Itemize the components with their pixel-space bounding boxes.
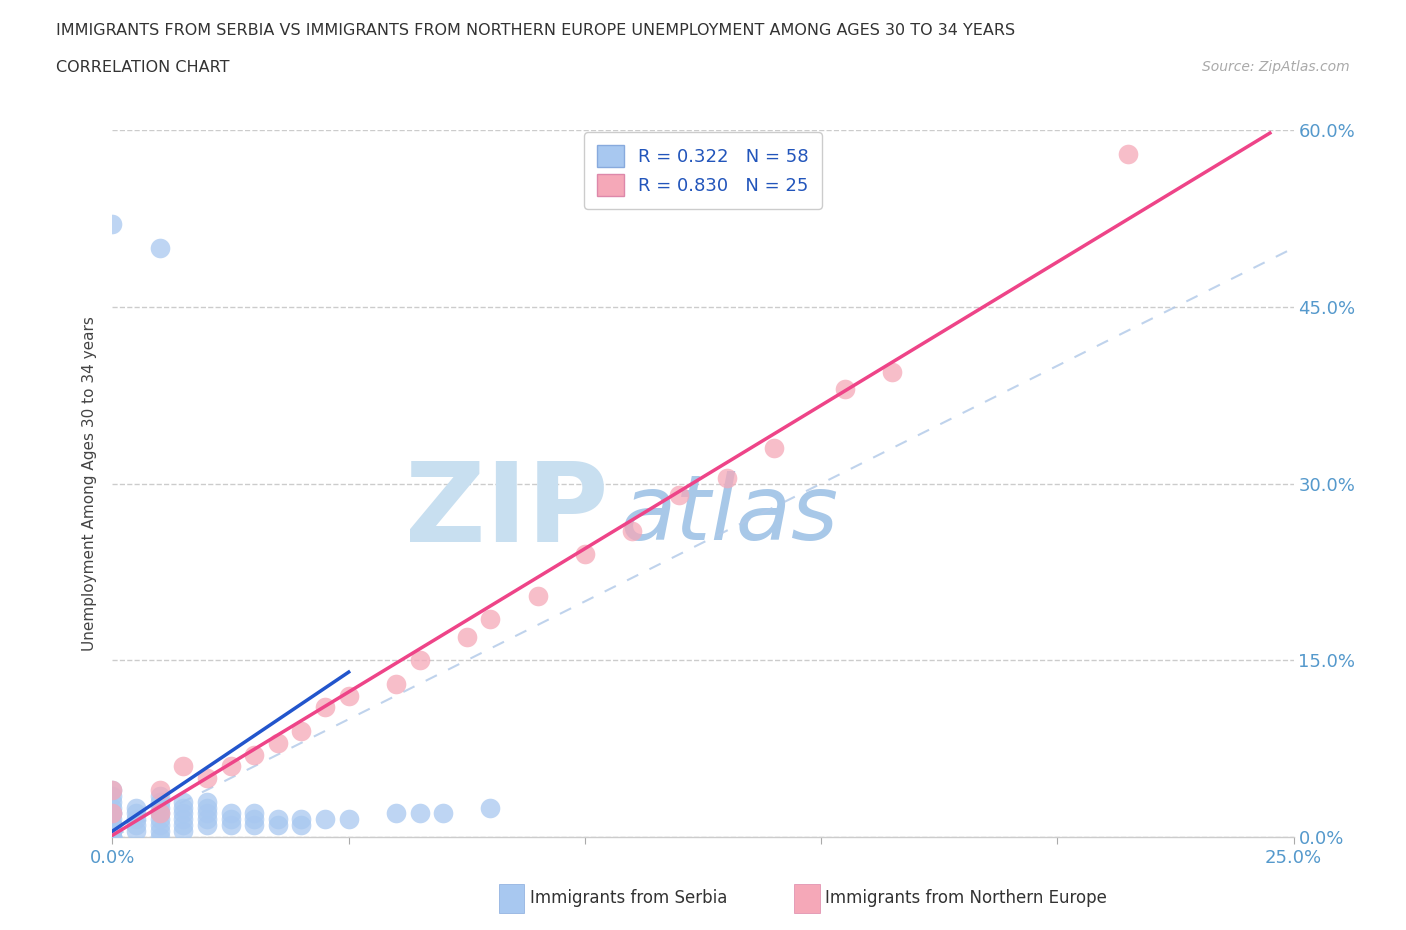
Y-axis label: Unemployment Among Ages 30 to 34 years: Unemployment Among Ages 30 to 34 years	[82, 316, 97, 651]
Text: Immigrants from Serbia: Immigrants from Serbia	[530, 889, 727, 908]
Point	[172, 794, 194, 809]
Point	[219, 817, 242, 832]
Point	[219, 759, 242, 774]
Point	[101, 794, 124, 809]
Point	[267, 736, 290, 751]
Point	[101, 817, 124, 832]
Point	[101, 824, 124, 839]
Point	[290, 724, 312, 738]
Point	[101, 782, 124, 797]
Point	[125, 812, 148, 827]
Point	[195, 771, 218, 786]
Point	[479, 612, 502, 627]
Legend: R = 0.322   N = 58, R = 0.830   N = 25: R = 0.322 N = 58, R = 0.830 N = 25	[585, 132, 821, 208]
Point	[149, 817, 172, 832]
Point	[149, 812, 172, 827]
Point	[880, 365, 903, 379]
Point	[408, 806, 430, 821]
Point	[243, 812, 266, 827]
Text: ZIP: ZIP	[405, 458, 609, 565]
Point	[243, 806, 266, 821]
Point	[243, 817, 266, 832]
Point	[762, 441, 785, 456]
Point	[172, 759, 194, 774]
Point	[101, 830, 124, 844]
Point	[314, 700, 336, 715]
Point	[621, 524, 644, 538]
Point	[101, 824, 124, 839]
Point	[385, 676, 408, 691]
Point	[101, 789, 124, 804]
Point	[172, 817, 194, 832]
Point	[195, 817, 218, 832]
Point	[101, 817, 124, 832]
Point	[432, 806, 454, 821]
Point	[385, 806, 408, 821]
Point	[172, 800, 194, 815]
Point	[101, 824, 124, 839]
Point	[125, 806, 148, 821]
Point	[149, 789, 172, 804]
Point	[219, 812, 242, 827]
Point	[172, 812, 194, 827]
Text: Source: ZipAtlas.com: Source: ZipAtlas.com	[1202, 60, 1350, 74]
Point	[337, 812, 360, 827]
Point	[149, 241, 172, 256]
Point	[337, 688, 360, 703]
Point	[101, 806, 124, 821]
Point	[716, 471, 738, 485]
Point	[668, 488, 690, 503]
Point	[574, 547, 596, 562]
Point	[149, 806, 172, 821]
Point	[243, 747, 266, 762]
Point	[526, 588, 548, 603]
Point	[101, 806, 124, 821]
Point	[149, 800, 172, 815]
Point	[834, 382, 856, 397]
Point	[195, 800, 218, 815]
Point	[456, 630, 478, 644]
Point	[267, 812, 290, 827]
Point	[101, 800, 124, 815]
Point	[290, 817, 312, 832]
Point	[125, 824, 148, 839]
Point	[101, 830, 124, 844]
Point	[101, 217, 124, 232]
Point	[408, 653, 430, 668]
Point	[149, 824, 172, 839]
Point	[101, 830, 124, 844]
Point	[149, 806, 172, 821]
Point	[125, 800, 148, 815]
Point	[314, 812, 336, 827]
Text: CORRELATION CHART: CORRELATION CHART	[56, 60, 229, 75]
Point	[101, 830, 124, 844]
Point	[101, 782, 124, 797]
Point	[125, 817, 148, 832]
Point	[149, 782, 172, 797]
Point	[267, 817, 290, 832]
Text: Immigrants from Northern Europe: Immigrants from Northern Europe	[825, 889, 1107, 908]
Point	[195, 806, 218, 821]
Point	[219, 806, 242, 821]
Point	[172, 824, 194, 839]
Text: IMMIGRANTS FROM SERBIA VS IMMIGRANTS FROM NORTHERN EUROPE UNEMPLOYMENT AMONG AGE: IMMIGRANTS FROM SERBIA VS IMMIGRANTS FRO…	[56, 23, 1015, 38]
Point	[101, 812, 124, 827]
Text: atlas: atlas	[620, 472, 838, 560]
Point	[290, 812, 312, 827]
Point	[195, 794, 218, 809]
Point	[149, 830, 172, 844]
Point	[1116, 146, 1139, 161]
Point	[479, 800, 502, 815]
Point	[195, 812, 218, 827]
Point	[101, 806, 124, 821]
Point	[149, 794, 172, 809]
Point	[172, 806, 194, 821]
